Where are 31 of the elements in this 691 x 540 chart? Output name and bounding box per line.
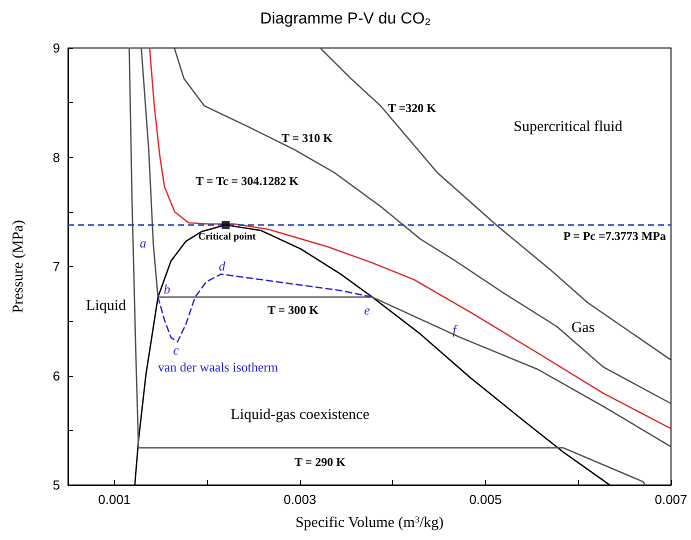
chart-title: Diagramme P-V du CO₂ [260, 10, 431, 28]
annotation: d [218, 258, 226, 274]
annotation: f [452, 322, 459, 338]
y-tick-label: 5 [52, 478, 60, 492]
annotation: van der waals isotherm [158, 360, 278, 374]
y-tick-label: 7 [52, 259, 60, 274]
line-series [157, 273, 373, 343]
annotation: T = 300 K [268, 303, 320, 317]
line-series [320, 48, 671, 360]
annotation: b [164, 282, 171, 296]
y-tick-label: 6 [52, 368, 60, 384]
annotation: Liquid-gas coexistence [230, 407, 370, 423]
annotation: Gas [571, 320, 595, 336]
x-tick-label: 0.007 [654, 492, 688, 507]
y-axis-title: Pressure (MPa) [10, 220, 26, 313]
annotation: a [140, 236, 147, 250]
ref-line-label: P = Pc =7.3773 MPa [563, 228, 666, 243]
annotation: Critical point [198, 232, 256, 242]
x-tick-label: 0.003 [284, 492, 316, 507]
annotation: c [173, 342, 180, 358]
annotation: Liquid [86, 298, 126, 314]
y-tick-label: 8 [52, 150, 60, 165]
x-tick-label: 0.001 [98, 492, 131, 507]
annotation: Supercritical fluid [514, 119, 623, 135]
annotation: T = 290 K [294, 455, 346, 469]
y-tick-label: 9 [52, 40, 60, 56]
annotation: e [364, 302, 370, 318]
annotation: T = Tc = 304.1282 K [196, 174, 300, 188]
annotation: T = 310 K [282, 131, 334, 145]
x-tick-label: 0.005 [469, 492, 502, 507]
annotation: T =320 K [388, 101, 437, 115]
